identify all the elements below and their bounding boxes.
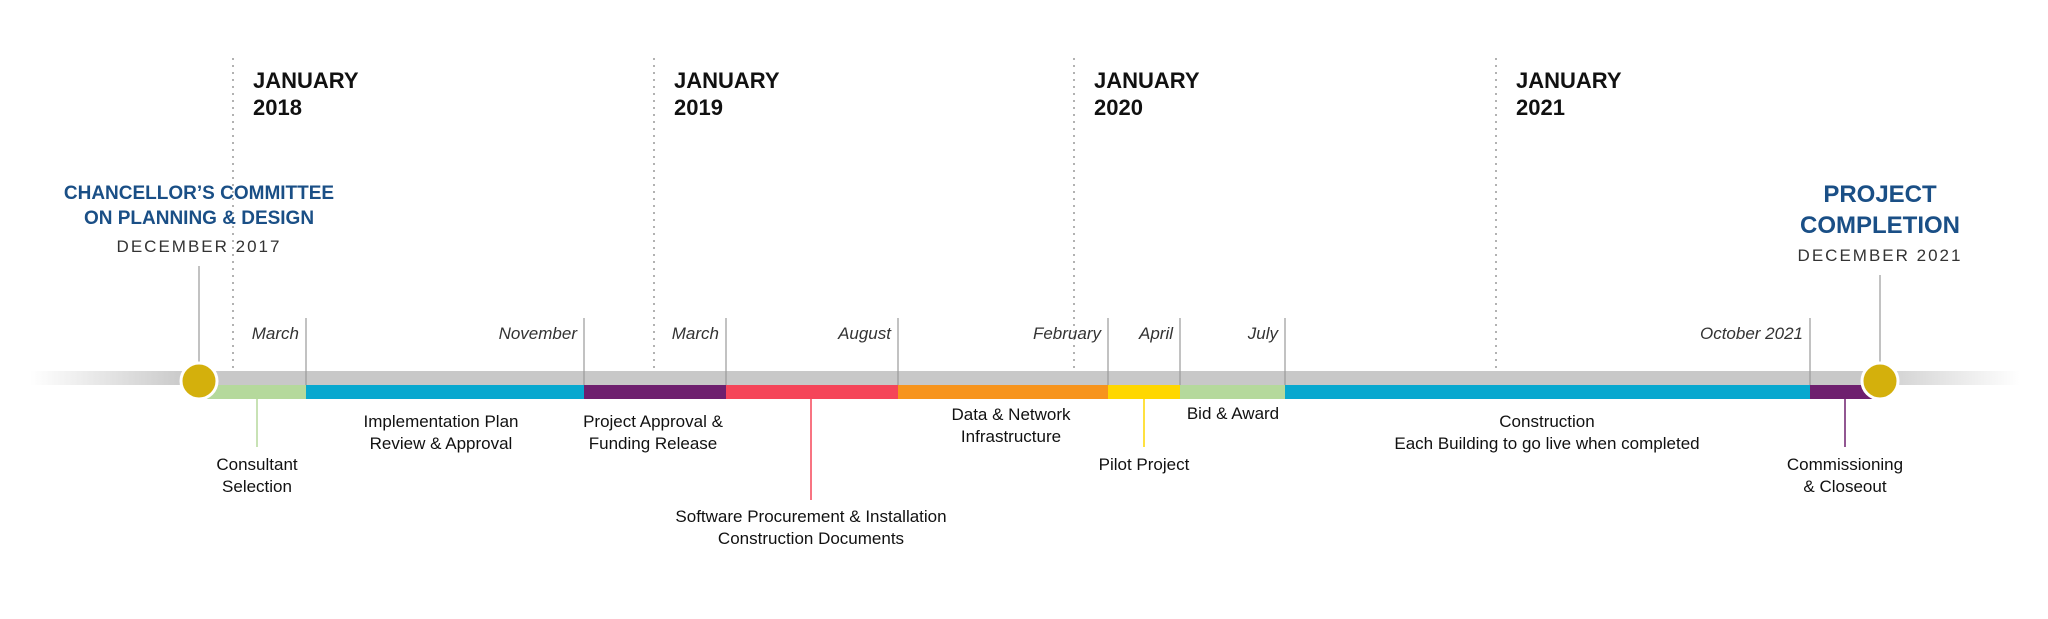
milestone-title: COMPLETION [1800, 212, 1960, 239]
phase-label: Bid & Award [1187, 404, 1279, 423]
year-label: 2018 [253, 95, 302, 120]
phase-segment [306, 385, 584, 399]
month-label: February [1033, 324, 1103, 343]
phase-label: Implementation Plan [364, 412, 519, 431]
phase-label: Review & Approval [370, 434, 513, 453]
phase-label: Software Procurement & Installation [675, 507, 946, 526]
milestone-dot [179, 361, 219, 401]
phase-label: Selection [222, 477, 292, 496]
phase-label: Infrastructure [961, 427, 1061, 446]
milestone-date: DECEMBER 2021 [1798, 246, 1963, 265]
phase-label: Construction [1499, 412, 1594, 431]
phase-segment [1285, 385, 1810, 399]
phase-segment [1180, 385, 1285, 399]
phase-segment [898, 385, 1108, 399]
timeline-track [30, 371, 2020, 385]
phase-segment [206, 385, 306, 399]
phase-label: & Closeout [1803, 477, 1886, 496]
phase-segment [584, 385, 726, 399]
milestone-title: CHANCELLOR’S COMMITTEE [64, 183, 334, 204]
year-month-label: JANUARY [1094, 68, 1200, 93]
phase-label: Consultant [216, 455, 298, 474]
phase-label: Pilot Project [1099, 455, 1190, 474]
phase-label: Funding Release [589, 434, 718, 453]
phase-segment [1810, 385, 1878, 399]
milestone-title: PROJECT [1823, 181, 1937, 208]
year-label: 2021 [1516, 95, 1565, 120]
phase-segment [726, 385, 898, 399]
milestone-dot [1860, 361, 1900, 401]
month-label: August [837, 324, 892, 343]
phase-segment [1108, 385, 1180, 399]
year-label: 2019 [674, 95, 723, 120]
month-label: March [252, 324, 299, 343]
month-label: April [1138, 324, 1174, 343]
milestone-date: DECEMBER 2017 [117, 237, 282, 256]
year-month-label: JANUARY [253, 68, 359, 93]
phase-label: Commissioning [1787, 455, 1903, 474]
phase-label: Project Approval & [583, 412, 724, 431]
month-label: July [1247, 324, 1280, 343]
year-month-label: JANUARY [1516, 68, 1622, 93]
month-label: November [499, 324, 579, 343]
milestone-title: ON PLANNING & DESIGN [84, 208, 314, 229]
phase-label: Each Building to go live when completed [1394, 434, 1699, 453]
year-label: 2020 [1094, 95, 1143, 120]
month-label: March [672, 324, 719, 343]
year-month-label: JANUARY [674, 68, 780, 93]
month-label: October 2021 [1700, 324, 1803, 343]
phase-label: Construction Documents [718, 529, 904, 548]
phase-label: Data & Network [951, 405, 1071, 424]
